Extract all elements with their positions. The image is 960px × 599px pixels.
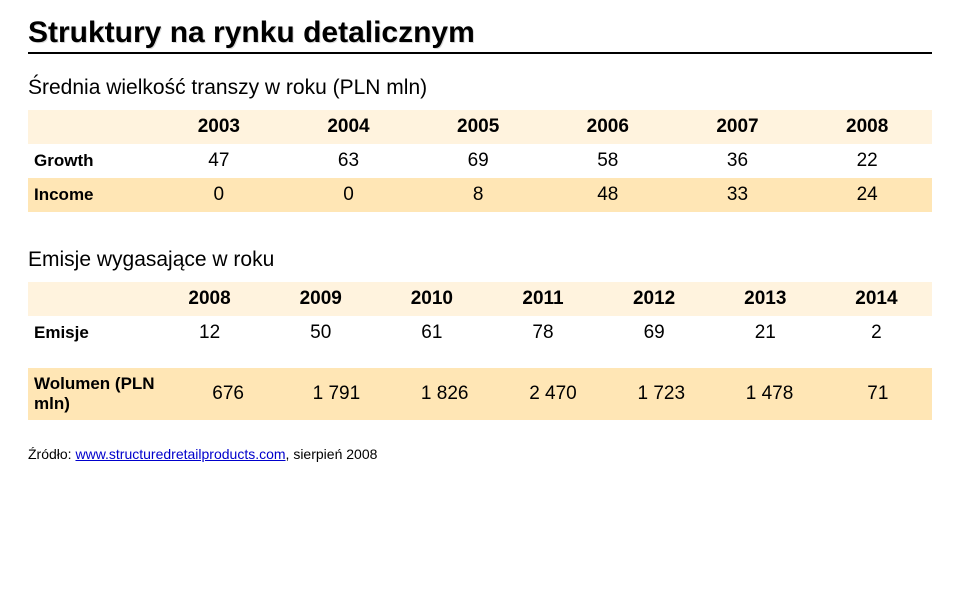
table-avg-tranche: 2003 2004 2005 2006 2007 2008 Growth 47 …	[28, 110, 932, 212]
row-label: Wolumen (PLN mln)	[28, 368, 174, 420]
cell: 58	[543, 144, 673, 178]
col-header: 2005	[413, 110, 543, 144]
subtitle-avg-tranche: Średnia wielkość transzy w roku (PLN mln…	[28, 76, 932, 100]
col-header: 2009	[265, 282, 376, 316]
row-label: Emisje	[28, 316, 154, 350]
cell: 1 791	[282, 368, 390, 420]
title-rule	[28, 52, 932, 54]
cell: 71	[824, 368, 932, 420]
table-row: Wolumen (PLN mln) 676 1 791 1 826 2 470 …	[28, 368, 932, 420]
cell: 0	[284, 178, 414, 212]
cell: 63	[284, 144, 414, 178]
table-row: Income 0 0 8 48 33 24	[28, 178, 932, 212]
cell: 33	[673, 178, 803, 212]
cell: 2	[821, 316, 932, 350]
cell: 24	[802, 178, 932, 212]
cell: 78	[487, 316, 598, 350]
cell: 0	[154, 178, 284, 212]
cell: 36	[673, 144, 803, 178]
col-header: 2003	[154, 110, 284, 144]
cell: 22	[802, 144, 932, 178]
col-header: 2012	[599, 282, 710, 316]
citation-prefix: Źródło:	[28, 446, 75, 462]
cell: 69	[413, 144, 543, 178]
row-label: Growth	[28, 144, 154, 178]
table-header-row: 2003 2004 2005 2006 2007 2008	[28, 110, 932, 144]
citation-suffix: , sierpień 2008	[286, 446, 378, 462]
table-expiring-volume: Wolumen (PLN mln) 676 1 791 1 826 2 470 …	[28, 368, 932, 420]
table-header-row: 2008 2009 2010 2011 2012 2013 2014	[28, 282, 932, 316]
cell: 48	[543, 178, 673, 212]
cell: 50	[265, 316, 376, 350]
table-row: Growth 47 63 69 58 36 22	[28, 144, 932, 178]
table-expiring-count: 2008 2009 2010 2011 2012 2013 2014 Emisj…	[28, 282, 932, 350]
cell: 1 723	[607, 368, 715, 420]
col-header: 2006	[543, 110, 673, 144]
cell: 1 826	[391, 368, 499, 420]
cell: 47	[154, 144, 284, 178]
row-label: Income	[28, 178, 154, 212]
table-corner-cell	[28, 110, 154, 144]
citation: Źródło: www.structuredretailproducts.com…	[28, 446, 932, 462]
cell: 12	[154, 316, 265, 350]
cell: 2 470	[499, 368, 607, 420]
col-header: 2004	[284, 110, 414, 144]
col-header: 2008	[154, 282, 265, 316]
table-corner-cell	[28, 282, 154, 316]
cell: 21	[710, 316, 821, 350]
col-header: 2013	[710, 282, 821, 316]
page-title: Struktury na rynku detalicznym	[28, 16, 932, 50]
col-header: 2011	[487, 282, 598, 316]
col-header: 2010	[376, 282, 487, 316]
citation-link[interactable]: www.structuredretailproducts.com	[75, 446, 285, 462]
col-header: 2014	[821, 282, 932, 316]
table-row: Emisje 12 50 61 78 69 21 2	[28, 316, 932, 350]
col-header: 2007	[673, 110, 803, 144]
cell: 8	[413, 178, 543, 212]
col-header: 2008	[802, 110, 932, 144]
cell: 61	[376, 316, 487, 350]
cell: 1 478	[715, 368, 823, 420]
subtitle-expiring: Emisje wygasające w roku	[28, 248, 932, 272]
cell: 69	[599, 316, 710, 350]
cell: 676	[174, 368, 282, 420]
